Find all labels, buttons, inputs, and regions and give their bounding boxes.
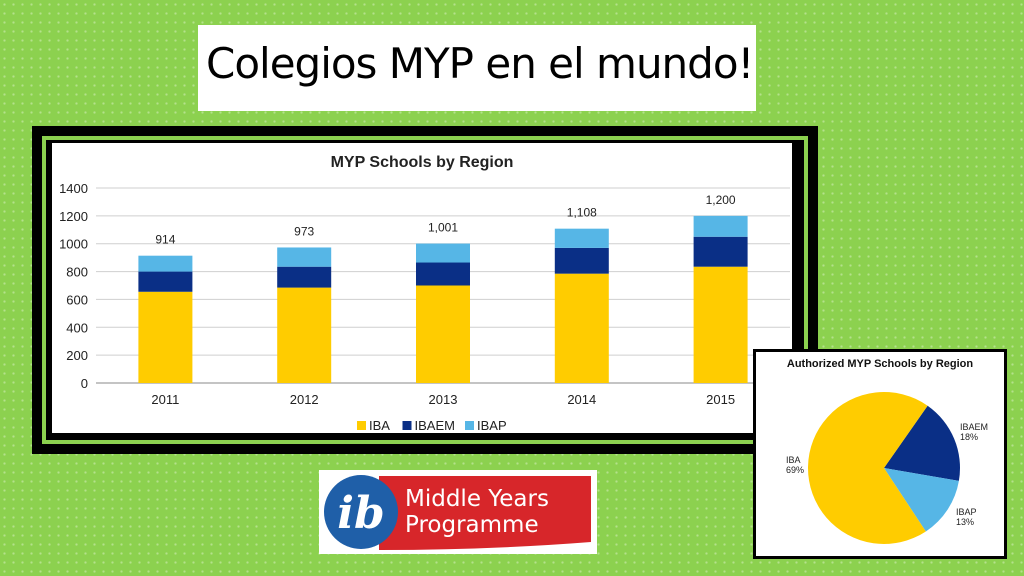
pie-chart-panel: Authorized MYP Schools by Region IBA 69% IB… <box>753 349 1007 559</box>
pie-label-name: IBAP <box>956 507 977 517</box>
bar-segment-iba <box>138 291 193 383</box>
bar-chart-panel: MYP Schools by Region 0 200 400 600 800 1000 12… <box>52 143 792 433</box>
data-label: 1,200 <box>706 193 736 207</box>
pie-slice-iba <box>808 392 928 544</box>
pie-label-pct: 18% <box>960 432 978 442</box>
bar-segment-ibap <box>554 228 609 248</box>
data-label: 973 <box>294 224 314 238</box>
pie-slice-ibap <box>884 468 959 532</box>
bar-segment-iba <box>693 266 748 383</box>
pie-label-name: IBAEM <box>960 422 988 432</box>
slide-title-box: Colegios MYP en el mundo! <box>198 25 756 111</box>
pie-label-pct: 69% <box>786 465 804 475</box>
y-tick-label: 800 <box>66 265 88 280</box>
legend-swatch-ibaem <box>402 421 412 430</box>
logo-graphic: ib Middle Years Programme <box>324 475 591 550</box>
legend-label: IBAP <box>477 418 507 433</box>
y-tick-label: 200 <box>66 348 88 363</box>
bar-chart: MYP Schools by Region 0 200 400 600 800 1000 12… <box>59 154 790 433</box>
y-tick-label: 1000 <box>59 237 88 252</box>
y-tick-label: 1400 <box>59 181 88 196</box>
y-tick-label: 0 <box>81 376 88 391</box>
bar-segment-ibap <box>416 243 470 263</box>
y-tick-label: 600 <box>66 292 88 307</box>
data-label: 914 <box>155 233 175 247</box>
myp-logo: ib Middle Years Programme <box>319 470 597 554</box>
bar-segment-ibap <box>138 255 193 272</box>
legend-swatch-ibap <box>465 421 474 430</box>
pie-title: Authorized MYP Schools by Region <box>787 358 973 370</box>
legend-swatch-iba <box>357 421 366 430</box>
pie-label-name: IBA <box>786 455 801 465</box>
x-tick-label: 2014 <box>567 392 596 407</box>
legend-label: IBA <box>369 418 390 433</box>
logo-line2: Programme <box>405 512 539 538</box>
bar-segment-ibap <box>693 215 748 237</box>
logo-red-banner <box>379 476 591 550</box>
bar-segment-iba <box>277 287 332 383</box>
slide-title: Colegios MYP en el mundo! <box>206 39 754 88</box>
logo-line1: Middle Years <box>405 486 549 512</box>
x-tick-label: 2013 <box>429 392 458 407</box>
bar-segment-ibaem <box>693 236 748 267</box>
x-tick-label: 2011 <box>151 392 179 407</box>
bar-segment-ibaem <box>554 247 609 274</box>
bar-segment-ibap <box>277 247 332 267</box>
pie-slice-ibaem <box>884 405 960 481</box>
legend-label: IBAEM <box>415 418 455 433</box>
y-tick-label: 400 <box>66 320 88 335</box>
data-label: 1,001 <box>428 221 458 235</box>
x-tick-label: 2012 <box>290 392 319 407</box>
y-tick-label: 1200 <box>59 209 88 224</box>
bar-segment-ibaem <box>416 262 470 286</box>
ib-logo-circle <box>324 475 398 549</box>
ib-logo-mark: ib <box>337 488 384 539</box>
bar-segment-iba <box>554 273 609 383</box>
bar-segment-ibaem <box>277 266 332 288</box>
bar-segment-iba <box>416 285 470 383</box>
chart-title: MYP Schools by Region <box>331 154 514 171</box>
data-label: 1,108 <box>567 206 597 220</box>
x-tick-label: 2015 <box>706 392 735 407</box>
pie-label-pct: 13% <box>956 517 974 527</box>
bar-segment-ibaem <box>138 271 193 292</box>
